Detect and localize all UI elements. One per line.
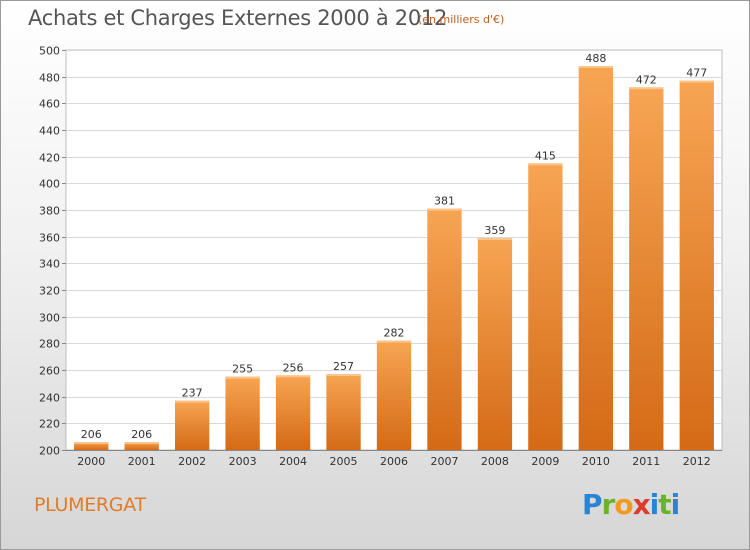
bar-top-highlight: [679, 80, 714, 83]
y-tick-label: 460: [39, 98, 60, 111]
bar-value-label: 237: [182, 387, 203, 400]
bar: [174, 400, 210, 450]
bar-value-label: 359: [484, 224, 505, 237]
y-tick-label: 320: [39, 285, 60, 298]
bar-top-highlight: [427, 208, 462, 211]
bar: [679, 80, 714, 451]
town-name: PLUMERGAT: [34, 494, 146, 516]
y-tick-label: 260: [39, 365, 60, 378]
bar-value-label: 472: [636, 73, 657, 86]
y-tick-label: 380: [39, 205, 60, 218]
bar: [225, 376, 260, 450]
x-tick-label: 2008: [481, 455, 509, 468]
y-tick-label: 200: [39, 445, 60, 458]
bar-value-label: 488: [585, 52, 606, 65]
bar: [427, 208, 462, 450]
bar-value-label: 477: [686, 67, 707, 80]
bar-top-highlight: [74, 442, 109, 444]
y-tick-label: 340: [39, 258, 60, 271]
bar: [74, 442, 109, 450]
bar-top-highlight: [326, 374, 361, 376]
bar: [275, 375, 311, 450]
bar: [578, 66, 614, 450]
x-tick-label: 2005: [330, 455, 358, 468]
bar-top-highlight: [629, 87, 664, 90]
bar-top-highlight: [275, 375, 311, 378]
bar-value-label: 381: [434, 195, 455, 208]
x-tick-label: 2007: [430, 455, 458, 468]
x-tick-label: 2000: [77, 455, 105, 468]
x-tick-label: 2003: [229, 455, 257, 468]
bar-top-highlight: [376, 340, 412, 343]
bar: [376, 340, 412, 450]
bar: [629, 87, 664, 450]
y-tick-label: 400: [39, 178, 60, 191]
bar: [477, 238, 513, 450]
chart-title: Achats et Charges Externes 2000 à 2012: [28, 6, 448, 30]
y-tick-label: 240: [39, 392, 60, 405]
bar-value-label: 415: [535, 149, 556, 162]
x-tick-label: 2012: [683, 455, 711, 468]
bar: [528, 163, 563, 451]
bar: [326, 374, 361, 450]
bar-top-highlight: [225, 376, 260, 379]
x-tick-label: 2010: [582, 455, 610, 468]
bar-top-highlight: [124, 442, 159, 444]
x-tick-label: 2004: [279, 455, 307, 468]
y-tick-label: 440: [39, 125, 60, 138]
bar-value-label: 282: [384, 327, 405, 340]
bar-top-highlight: [477, 238, 513, 240]
bar-value-label: 206: [81, 428, 102, 441]
bar-top-highlight: [578, 66, 614, 68]
y-tick-label: 300: [39, 312, 60, 325]
x-tick-label: 2011: [632, 455, 660, 468]
bar-value-label: 255: [232, 363, 253, 376]
x-tick-label: 2001: [128, 455, 156, 468]
bar-value-label: 256: [283, 361, 304, 374]
x-tick-label: 2006: [380, 455, 408, 468]
y-tick-label: 280: [39, 338, 60, 351]
bar: [124, 442, 159, 450]
y-tick-label: 480: [39, 72, 60, 85]
proxiti-logo[interactable]: Proxiti: [582, 488, 680, 521]
x-tick-label: 2009: [531, 455, 559, 468]
x-tick-label: 2002: [178, 455, 206, 468]
bar-top-highlight: [174, 400, 210, 403]
y-tick-label: 220: [39, 418, 60, 431]
y-tick-label: 360: [39, 232, 60, 245]
y-tick-label: 420: [39, 152, 60, 165]
bar-value-label: 257: [333, 360, 354, 373]
chart-subtitle: (en milliers d'€): [418, 13, 505, 26]
y-tick-label: 500: [39, 45, 60, 58]
bar-top-highlight: [528, 163, 563, 166]
bar-value-label: 206: [131, 428, 152, 441]
